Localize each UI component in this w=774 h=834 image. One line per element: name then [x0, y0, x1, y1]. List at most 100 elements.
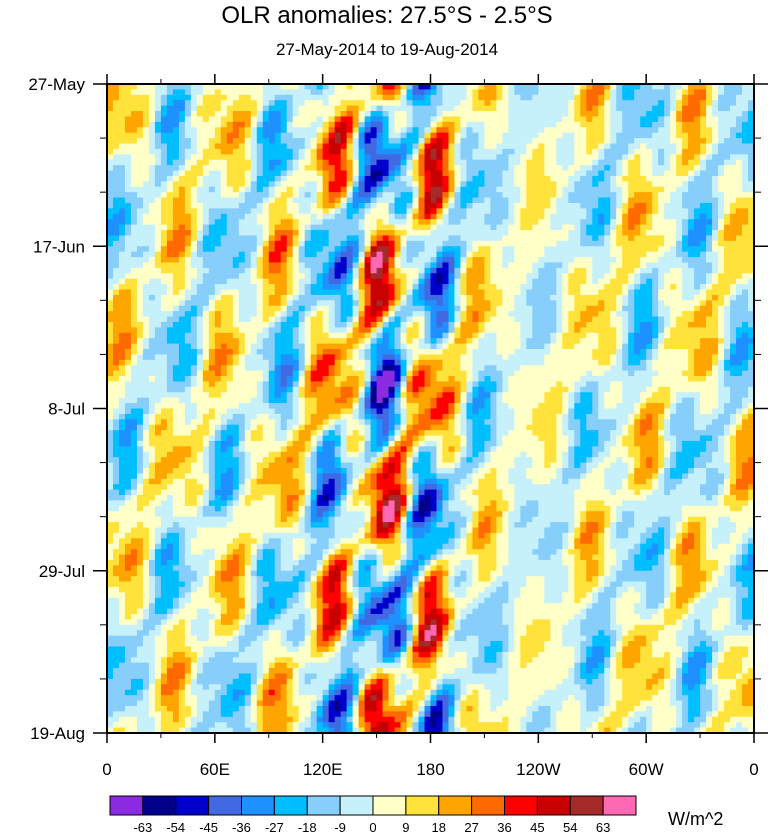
field-cell	[454, 267, 461, 274]
field-cell	[712, 278, 719, 285]
field-cell	[358, 235, 365, 242]
field-cell	[430, 224, 437, 231]
field-cell	[124, 213, 132, 220]
field-cell	[148, 132, 156, 139]
field-cell	[712, 181, 719, 188]
field-cell	[154, 305, 162, 312]
field-cell	[142, 89, 150, 96]
field-cell	[208, 105, 216, 112]
field-cell	[538, 235, 545, 242]
field-cell	[550, 84, 557, 90]
field-cell	[214, 192, 222, 198]
field-cell	[532, 327, 539, 334]
field-cell	[550, 192, 557, 198]
field-cell	[736, 116, 743, 123]
field-cell	[712, 138, 719, 144]
field-cell	[748, 257, 755, 263]
field-cell	[484, 278, 491, 285]
field-cell	[700, 197, 707, 204]
field-cell	[670, 213, 677, 220]
field-cell	[412, 175, 419, 182]
field-cell	[700, 311, 707, 317]
field-cell	[688, 175, 695, 182]
field-cell	[238, 267, 246, 274]
field-cell	[520, 316, 527, 323]
field-cell	[616, 273, 623, 280]
field-cell	[496, 175, 503, 182]
field-cell	[130, 262, 138, 269]
field-cell	[460, 208, 467, 215]
field-cell	[622, 246, 629, 253]
field-cell	[166, 186, 174, 193]
field-cell	[166, 138, 174, 144]
field-cell	[107, 192, 114, 198]
field-cell	[634, 213, 641, 220]
field-cell	[154, 246, 162, 253]
field-cell	[700, 235, 707, 242]
field-cell	[670, 316, 677, 323]
field-cell	[742, 273, 749, 280]
field-cell	[664, 278, 671, 285]
field-cell	[616, 251, 623, 258]
field-cell	[610, 192, 617, 198]
field-cell	[316, 278, 324, 285]
field-cell	[412, 111, 419, 117]
field-cell	[268, 89, 276, 96]
field-cell	[346, 208, 354, 215]
field-cell	[232, 230, 240, 236]
field-cell	[454, 192, 461, 198]
field-cell	[694, 219, 701, 226]
field-cell	[244, 121, 252, 128]
field-cell	[664, 132, 671, 139]
field-cell	[334, 170, 342, 177]
field-cell	[604, 202, 611, 209]
field-cell	[736, 94, 743, 101]
field-cell	[748, 240, 755, 247]
field-cell	[250, 202, 258, 209]
field-cell	[136, 321, 144, 328]
field-cell	[544, 84, 551, 90]
field-cell	[610, 138, 617, 144]
field-cell	[670, 300, 677, 307]
field-cell	[118, 148, 126, 155]
field-row	[107, 224, 755, 231]
field-cell	[490, 181, 497, 188]
field-cell	[412, 300, 419, 307]
field-cell	[574, 262, 581, 269]
field-cell	[676, 321, 683, 328]
field-cell	[226, 316, 234, 323]
field-cell	[262, 240, 270, 247]
field-cell	[526, 192, 533, 198]
field-cell	[406, 294, 413, 301]
field-cell	[694, 208, 701, 215]
field-cell	[424, 181, 431, 188]
field-cell	[550, 321, 557, 328]
field-cell	[664, 197, 671, 204]
field-cell	[232, 316, 240, 323]
field-cell	[604, 192, 611, 198]
field-cell	[682, 284, 689, 290]
field-cell	[676, 143, 683, 150]
field-cell	[436, 311, 443, 317]
field-cell	[634, 311, 641, 317]
field-cell	[154, 321, 162, 328]
field-cell	[652, 181, 659, 188]
field-cell	[562, 246, 569, 253]
field-cell	[268, 143, 276, 150]
field-cell	[274, 289, 282, 296]
field-cell	[610, 305, 617, 312]
field-cell	[154, 170, 162, 177]
field-cell	[406, 121, 413, 128]
field-cell	[532, 246, 539, 253]
field-cell	[280, 192, 288, 198]
field-cell	[682, 262, 689, 269]
field-cell	[388, 327, 395, 334]
field-cell	[724, 311, 731, 317]
field-cell	[490, 186, 497, 193]
field-cell	[676, 181, 683, 188]
field-cell	[694, 100, 701, 107]
field-cell	[292, 305, 300, 312]
field-cell	[232, 273, 240, 280]
field-cell	[472, 327, 479, 334]
field-cell	[418, 148, 425, 155]
